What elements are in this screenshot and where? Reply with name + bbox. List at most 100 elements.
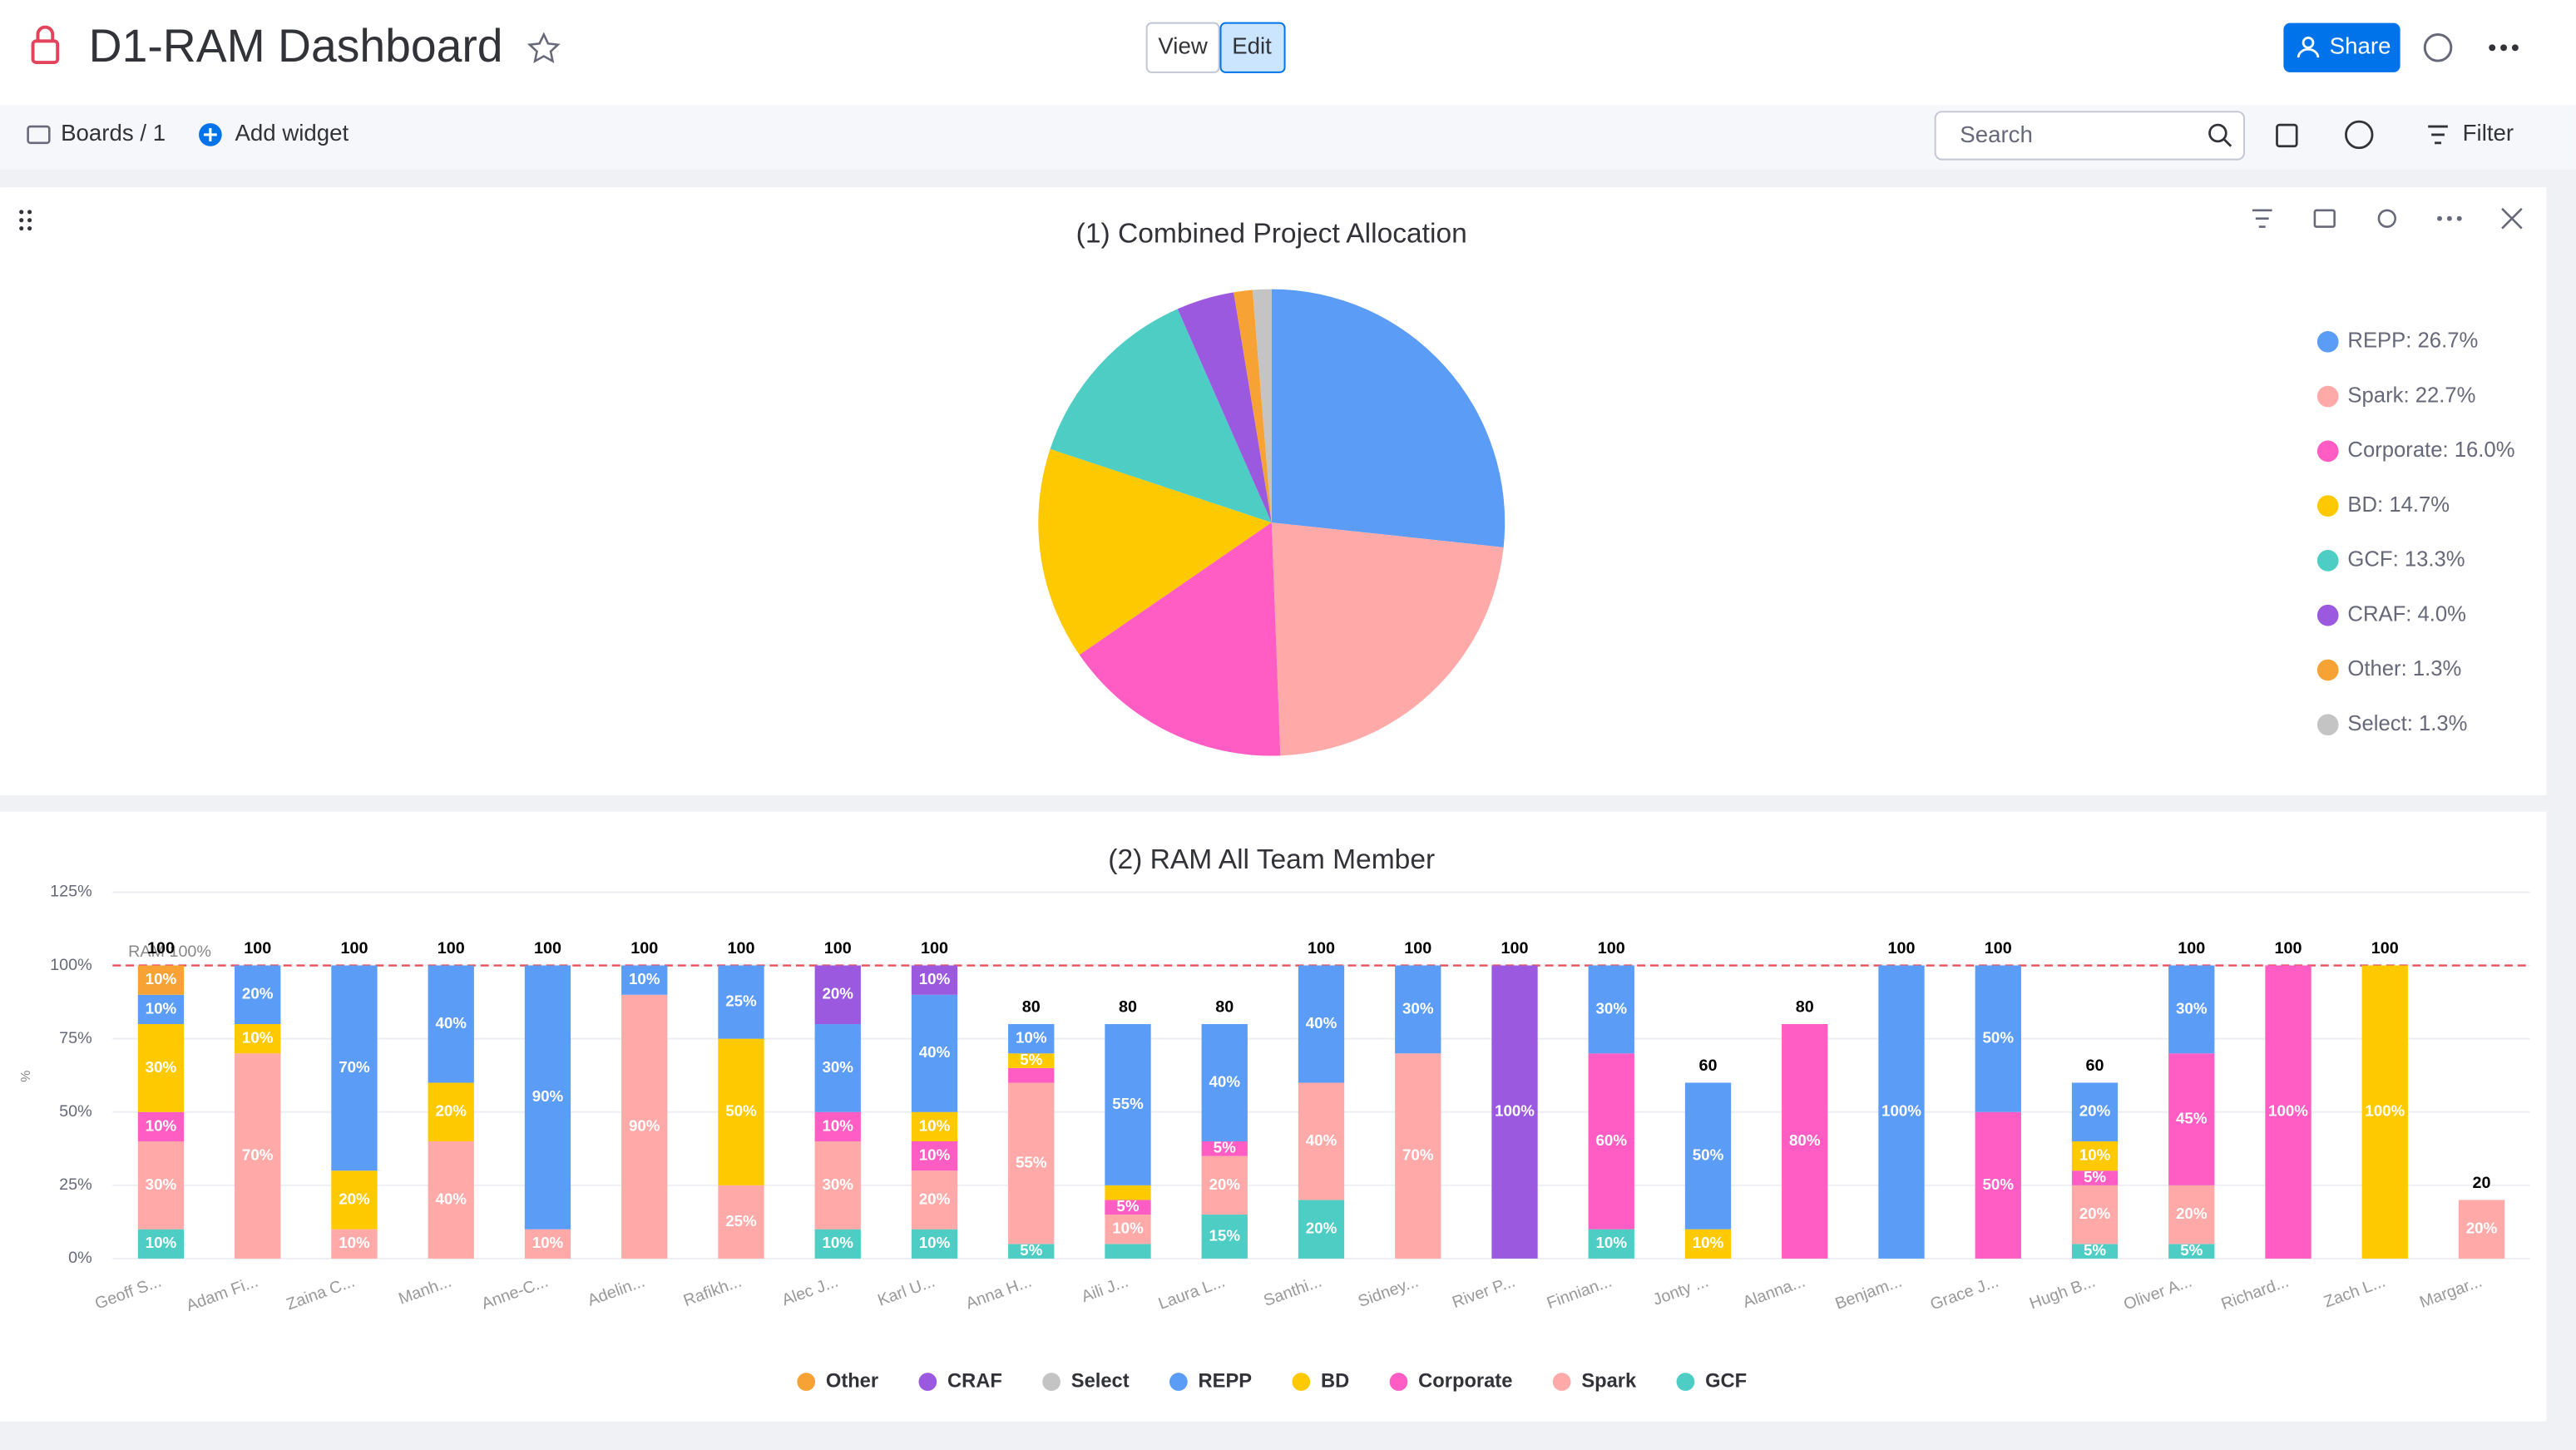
total-label: 100 <box>1598 939 1625 958</box>
segment-label: 60% <box>1595 1131 1627 1149</box>
total-label: 80 <box>1022 997 1041 1016</box>
bar-segment <box>1201 1215 1248 1259</box>
legend-swatch <box>918 1373 937 1391</box>
view-button[interactable] <box>1145 22 1220 73</box>
save-icon[interactable] <box>2276 123 2298 148</box>
share-label: Share <box>2330 33 2391 59</box>
add-widget[interactable]: Add widget <box>235 120 349 146</box>
segment-label: 100% <box>2268 1102 2308 1120</box>
legend-label: GCF <box>1705 1370 1747 1392</box>
legend-swatch <box>2316 550 2339 572</box>
bar-segment <box>1782 1024 1828 1259</box>
bar-segment <box>331 965 378 1171</box>
bar-segment <box>1588 965 1634 1054</box>
bar-segment <box>2071 1170 2119 1185</box>
bar-segment <box>2265 965 2311 1259</box>
legend-swatch <box>1292 1373 1311 1391</box>
legend-label: REPP <box>1199 1370 1253 1392</box>
bar-segment <box>1878 965 1925 1259</box>
segment-label: 30% <box>1402 999 1434 1017</box>
bar-segment <box>1008 1244 1055 1259</box>
legend-swatch <box>797 1373 816 1391</box>
segment-label: 10% <box>1112 1220 1144 1237</box>
filter-button[interactable]: Filter <box>2463 120 2514 146</box>
widget-layout[interactable] <box>2313 209 2336 228</box>
total-label: 100 <box>1501 939 1529 958</box>
segment-label: 10% <box>146 1234 177 1251</box>
segment-label: 25% <box>725 1212 757 1230</box>
segment-label: 20% <box>2079 1205 2111 1222</box>
search-box[interactable] <box>1934 111 2245 161</box>
segment-label: 20% <box>2466 1220 2498 1237</box>
segment-label: 20% <box>822 985 853 1002</box>
widget-expand[interactable] <box>2501 207 2523 230</box>
bar-segment <box>137 1024 185 1112</box>
bar-segment <box>1105 1215 1151 1245</box>
total-label: 80 <box>1215 997 1234 1016</box>
favorite-star[interactable] <box>527 32 561 63</box>
total-label: 100 <box>2371 939 2399 958</box>
bar-segment <box>137 1229 185 1259</box>
segment-label: 10% <box>1595 1234 1627 1251</box>
segment-label: 50% <box>725 1102 757 1120</box>
segment-label: 5% <box>2180 1241 2203 1259</box>
segment-label: 20% <box>242 985 274 1002</box>
legend-swatch <box>2316 659 2339 681</box>
total-label: 100 <box>340 939 368 958</box>
pie-slice <box>1234 290 1272 523</box>
total-label: 100 <box>728 939 755 958</box>
filter-icon <box>2428 125 2448 145</box>
legend-label: Select <box>1071 1370 1130 1392</box>
bar-segment <box>235 1053 281 1259</box>
drag-handle[interactable] <box>19 210 32 231</box>
edit-button[interactable] <box>1219 22 1286 73</box>
share-button[interactable] <box>2283 22 2400 72</box>
total-label: 100 <box>534 939 561 958</box>
boards-breadcrumb[interactable]: Boards / 1 <box>61 120 166 146</box>
legend-label: BD <box>1321 1370 1349 1392</box>
widget-filter[interactable] <box>2252 209 2272 228</box>
total-label: 100 <box>824 939 852 958</box>
segment-label: 5% <box>1020 1241 1042 1259</box>
widget-settings[interactable] <box>2377 209 2396 228</box>
bar-segment <box>524 1229 571 1259</box>
segment-label: 5% <box>2084 1168 2106 1185</box>
bar-segment <box>1201 1156 1248 1215</box>
total-label: 80 <box>1119 997 1137 1016</box>
bar-segment <box>1588 1229 1634 1259</box>
legend-swatch <box>1042 1373 1061 1391</box>
segment-label: 10% <box>629 970 660 987</box>
legend-label: Other: 1.3% <box>2347 657 2461 680</box>
view-label: View <box>1158 33 1208 59</box>
pie-title: (1) Combined Project Allocation <box>1076 218 1467 249</box>
widget-more[interactable] <box>2437 215 2462 221</box>
segment-label: 100% <box>1495 1102 1535 1120</box>
bar-segment <box>2168 1244 2215 1259</box>
total-label: 100 <box>921 939 948 958</box>
bar-segment <box>1975 965 2021 1112</box>
pie-slice <box>1271 522 1504 756</box>
bar-segment <box>911 1170 958 1230</box>
search-placeholder: Search <box>1960 121 2033 147</box>
bar-segment <box>2168 965 2215 1054</box>
updates-icon[interactable] <box>2423 32 2453 62</box>
segment-label: 45% <box>2176 1109 2208 1126</box>
y-tick-label: 100% <box>50 956 92 974</box>
bar-segment <box>1008 1067 1055 1083</box>
legend-swatch <box>2316 604 2339 626</box>
legend-label: Spark <box>1581 1370 1637 1392</box>
boards-icon <box>27 125 51 145</box>
more-menu[interactable] <box>2489 44 2519 52</box>
segment-label: 70% <box>339 1058 370 1076</box>
bar-segment <box>1975 1111 2021 1259</box>
legend-label: Corporate: 16.0% <box>2347 438 2514 462</box>
segment-label: 40% <box>1209 1072 1240 1090</box>
pie-slice <box>1050 309 1272 523</box>
bar-segment <box>524 965 571 1230</box>
bar-segment <box>1684 1082 1732 1230</box>
legend: Other CRAF Select REPP BD Corporate Spark GCF <box>797 1370 1747 1392</box>
person-icon[interactable] <box>2345 120 2374 150</box>
bar-segment <box>1105 1244 1151 1259</box>
reference-label: RAM 100% <box>128 943 211 961</box>
